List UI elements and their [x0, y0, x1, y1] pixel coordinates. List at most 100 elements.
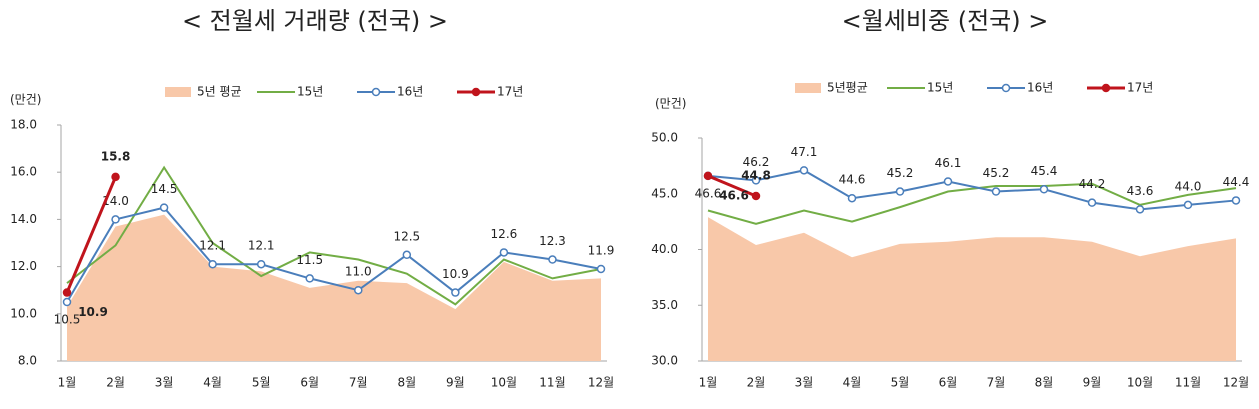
- y-tick-label: 45.0: [651, 186, 678, 200]
- x-tick-label: 5월: [252, 376, 271, 390]
- y-tick-label: 12.0: [10, 259, 37, 273]
- marker: [499, 248, 509, 257]
- data-label: 44.2: [1079, 177, 1106, 191]
- x-tick-label: 7월: [987, 376, 1006, 390]
- marker: [111, 172, 120, 182]
- marker: [1039, 185, 1049, 194]
- data-label: 11.5: [296, 253, 323, 267]
- marker: [548, 255, 557, 264]
- x-tick-label: 8월: [397, 376, 416, 390]
- x-tick-label: 6월: [939, 376, 958, 390]
- marker: [751, 176, 761, 185]
- marker: [596, 264, 606, 274]
- area: [67, 214, 601, 361]
- marker: [305, 274, 314, 283]
- data-label: 46.6: [719, 188, 749, 202]
- legend-swatch: [795, 83, 821, 93]
- axis-unit: (만건): [10, 93, 41, 107]
- x-tick-label: 10월: [491, 376, 517, 390]
- y-tick-label: 14.0: [10, 212, 37, 226]
- data-label: 12.6: [491, 227, 518, 241]
- line: [66, 165, 602, 306]
- data-label: 12.5: [393, 229, 420, 243]
- marker: [943, 177, 953, 186]
- marker: [991, 187, 1001, 196]
- marker: [895, 187, 905, 196]
- legend-marker: [371, 87, 381, 97]
- data-label: 12.1: [199, 239, 226, 253]
- x-tick-label: 5월: [891, 376, 910, 390]
- x-tick-label: 2월: [106, 376, 125, 390]
- legend-swatch: [165, 87, 191, 97]
- data-label: 10.9: [442, 267, 469, 281]
- data-label: 46.6: [695, 186, 722, 200]
- x-tick-label: 12월: [588, 376, 614, 390]
- x-tick-label: 6월: [300, 376, 319, 390]
- line: [707, 174, 757, 198]
- marker: [451, 288, 460, 297]
- legend-label: 17년: [497, 85, 523, 99]
- legend-label: 16년: [397, 85, 423, 99]
- line: [66, 206, 602, 303]
- marker: [847, 193, 857, 203]
- y-tick-label: 35.0: [651, 298, 678, 312]
- x-tick-label: 3월: [155, 376, 174, 390]
- data-label: 12.3: [539, 234, 566, 248]
- legend-label: 16년: [1027, 81, 1053, 95]
- data-label: 14.0: [102, 194, 129, 208]
- x-tick-label: 11월: [1175, 376, 1201, 390]
- legend-label: 15년: [297, 85, 323, 99]
- marker: [402, 250, 412, 260]
- marker: [1183, 200, 1193, 210]
- x-tick-label: 3월: [795, 376, 814, 390]
- marker: [256, 259, 266, 269]
- data-label: 44.6: [839, 173, 866, 187]
- x-tick-label: 4월: [203, 376, 222, 390]
- line: [707, 169, 1237, 211]
- data-label: 47.1: [791, 145, 818, 159]
- marker: [62, 297, 72, 307]
- marker: [208, 259, 217, 269]
- data-label: 45.2: [887, 166, 914, 180]
- marker: [751, 191, 761, 201]
- legend-label: 5년평균: [827, 81, 868, 95]
- marker: [799, 166, 809, 175]
- line: [65, 176, 117, 294]
- data-label: 11.0: [345, 265, 372, 279]
- marker: [354, 285, 363, 295]
- legend-label: 15년: [927, 81, 953, 95]
- data-label: 14.5: [151, 182, 178, 196]
- chart-title: <월세비중 (전국) >: [842, 7, 1049, 35]
- data-label: 45.2: [983, 166, 1010, 180]
- data-label: 46.1: [935, 156, 962, 170]
- data-label: 44.0: [1175, 179, 1202, 193]
- data-label: 45.4: [1031, 164, 1058, 178]
- legend-marker: [1101, 83, 1111, 93]
- x-tick-label: 10월: [1127, 376, 1153, 390]
- x-tick-label: 4월: [843, 376, 862, 390]
- x-tick-label: 12월: [1223, 376, 1249, 390]
- x-tick-label: 9월: [1083, 376, 1102, 390]
- data-label: 11.9: [588, 243, 615, 257]
- marker: [62, 288, 72, 297]
- marker: [111, 215, 120, 224]
- y-tick-label: 16.0: [10, 165, 37, 179]
- marker: [159, 203, 169, 212]
- data-label: 10.9: [78, 305, 108, 319]
- data-label: 15.8: [101, 149, 131, 163]
- x-tick-label: 9월: [446, 376, 465, 390]
- marker: [1231, 196, 1241, 205]
- y-tick-label: 18.0: [10, 118, 37, 132]
- data-label: 10.5: [54, 313, 81, 327]
- y-tick-label: 40.0: [651, 242, 678, 256]
- axis-unit: (만건): [655, 97, 686, 111]
- data-label: 43.6: [1127, 184, 1154, 198]
- x-tick-label: 2월: [747, 376, 766, 390]
- marker: [703, 171, 713, 181]
- legend-marker: [1001, 83, 1011, 93]
- y-tick-label: 10.0: [10, 306, 37, 320]
- x-tick-label: 1월: [58, 376, 77, 390]
- x-tick-label: 1월: [699, 376, 718, 390]
- legend-label: 5년 평균: [197, 85, 242, 99]
